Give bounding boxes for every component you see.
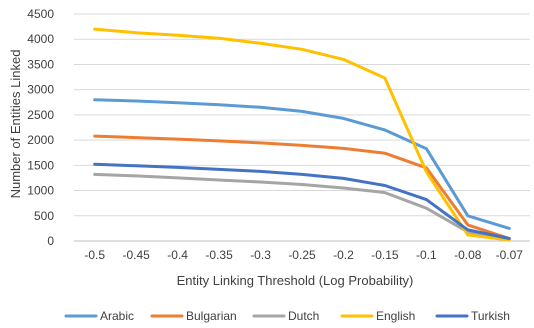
x-tick-label: -0.25 xyxy=(288,248,316,262)
y-tick-label: 2000 xyxy=(27,133,54,147)
x-tick-label: -0.45 xyxy=(123,248,151,262)
x-tick-label: -0.15 xyxy=(371,248,399,262)
series-line-dutch xyxy=(93,172,511,241)
legend-label-arabic: Arabic xyxy=(100,309,134,323)
y-tick-label: 0 xyxy=(47,234,54,248)
x-axis-title: Entity Linking Threshold (Log Probabilit… xyxy=(177,273,414,288)
x-tick-label: -0.2 xyxy=(333,248,354,262)
x-tick-label: -0.35 xyxy=(205,248,233,262)
y-tick-label: 1500 xyxy=(27,158,54,172)
y-tick-label: 3500 xyxy=(27,57,54,71)
x-tick-label: -0.08 xyxy=(454,248,482,262)
series-line-turkish xyxy=(93,162,511,240)
y-tick-label: 1000 xyxy=(27,184,54,198)
x-tick-label: -0.07 xyxy=(496,248,524,262)
legend: Arabic Bulgarian Dutch English Turkish xyxy=(64,309,510,323)
series-lines xyxy=(93,27,511,242)
y-tick-label: 500 xyxy=(34,209,54,223)
series-line-arabic xyxy=(93,98,511,230)
y-axis-tick-labels: 0 500 1000 1500 2000 2500 3000 3500 4000 4500 xyxy=(27,7,54,248)
legend-label-english: English xyxy=(376,309,415,323)
series-line-bulgarian xyxy=(93,134,511,240)
series-line-english xyxy=(93,27,511,242)
x-tick-label: -0.1 xyxy=(416,248,437,262)
legend-label-dutch: Dutch xyxy=(288,309,319,323)
x-axis-tick-labels: -0.5 -0.45 -0.4 -0.35 -0.3 -0.25 -0.2 -0.15 -0.1… xyxy=(84,248,523,262)
y-axis-title: Number of Entities Linked xyxy=(8,50,23,199)
y-tick-label: 2500 xyxy=(27,108,54,122)
y-tick-label: 4500 xyxy=(27,7,54,21)
legend-label-turkish: Turkish xyxy=(471,309,510,323)
x-tick-label: -0.3 xyxy=(250,248,271,262)
x-tick-label: -0.4 xyxy=(167,248,188,262)
y-tick-label: 4000 xyxy=(27,32,54,46)
x-tick-label: -0.5 xyxy=(84,248,105,262)
legend-label-bulgarian: Bulgarian xyxy=(186,309,237,323)
y-tick-label: 3000 xyxy=(27,83,54,97)
